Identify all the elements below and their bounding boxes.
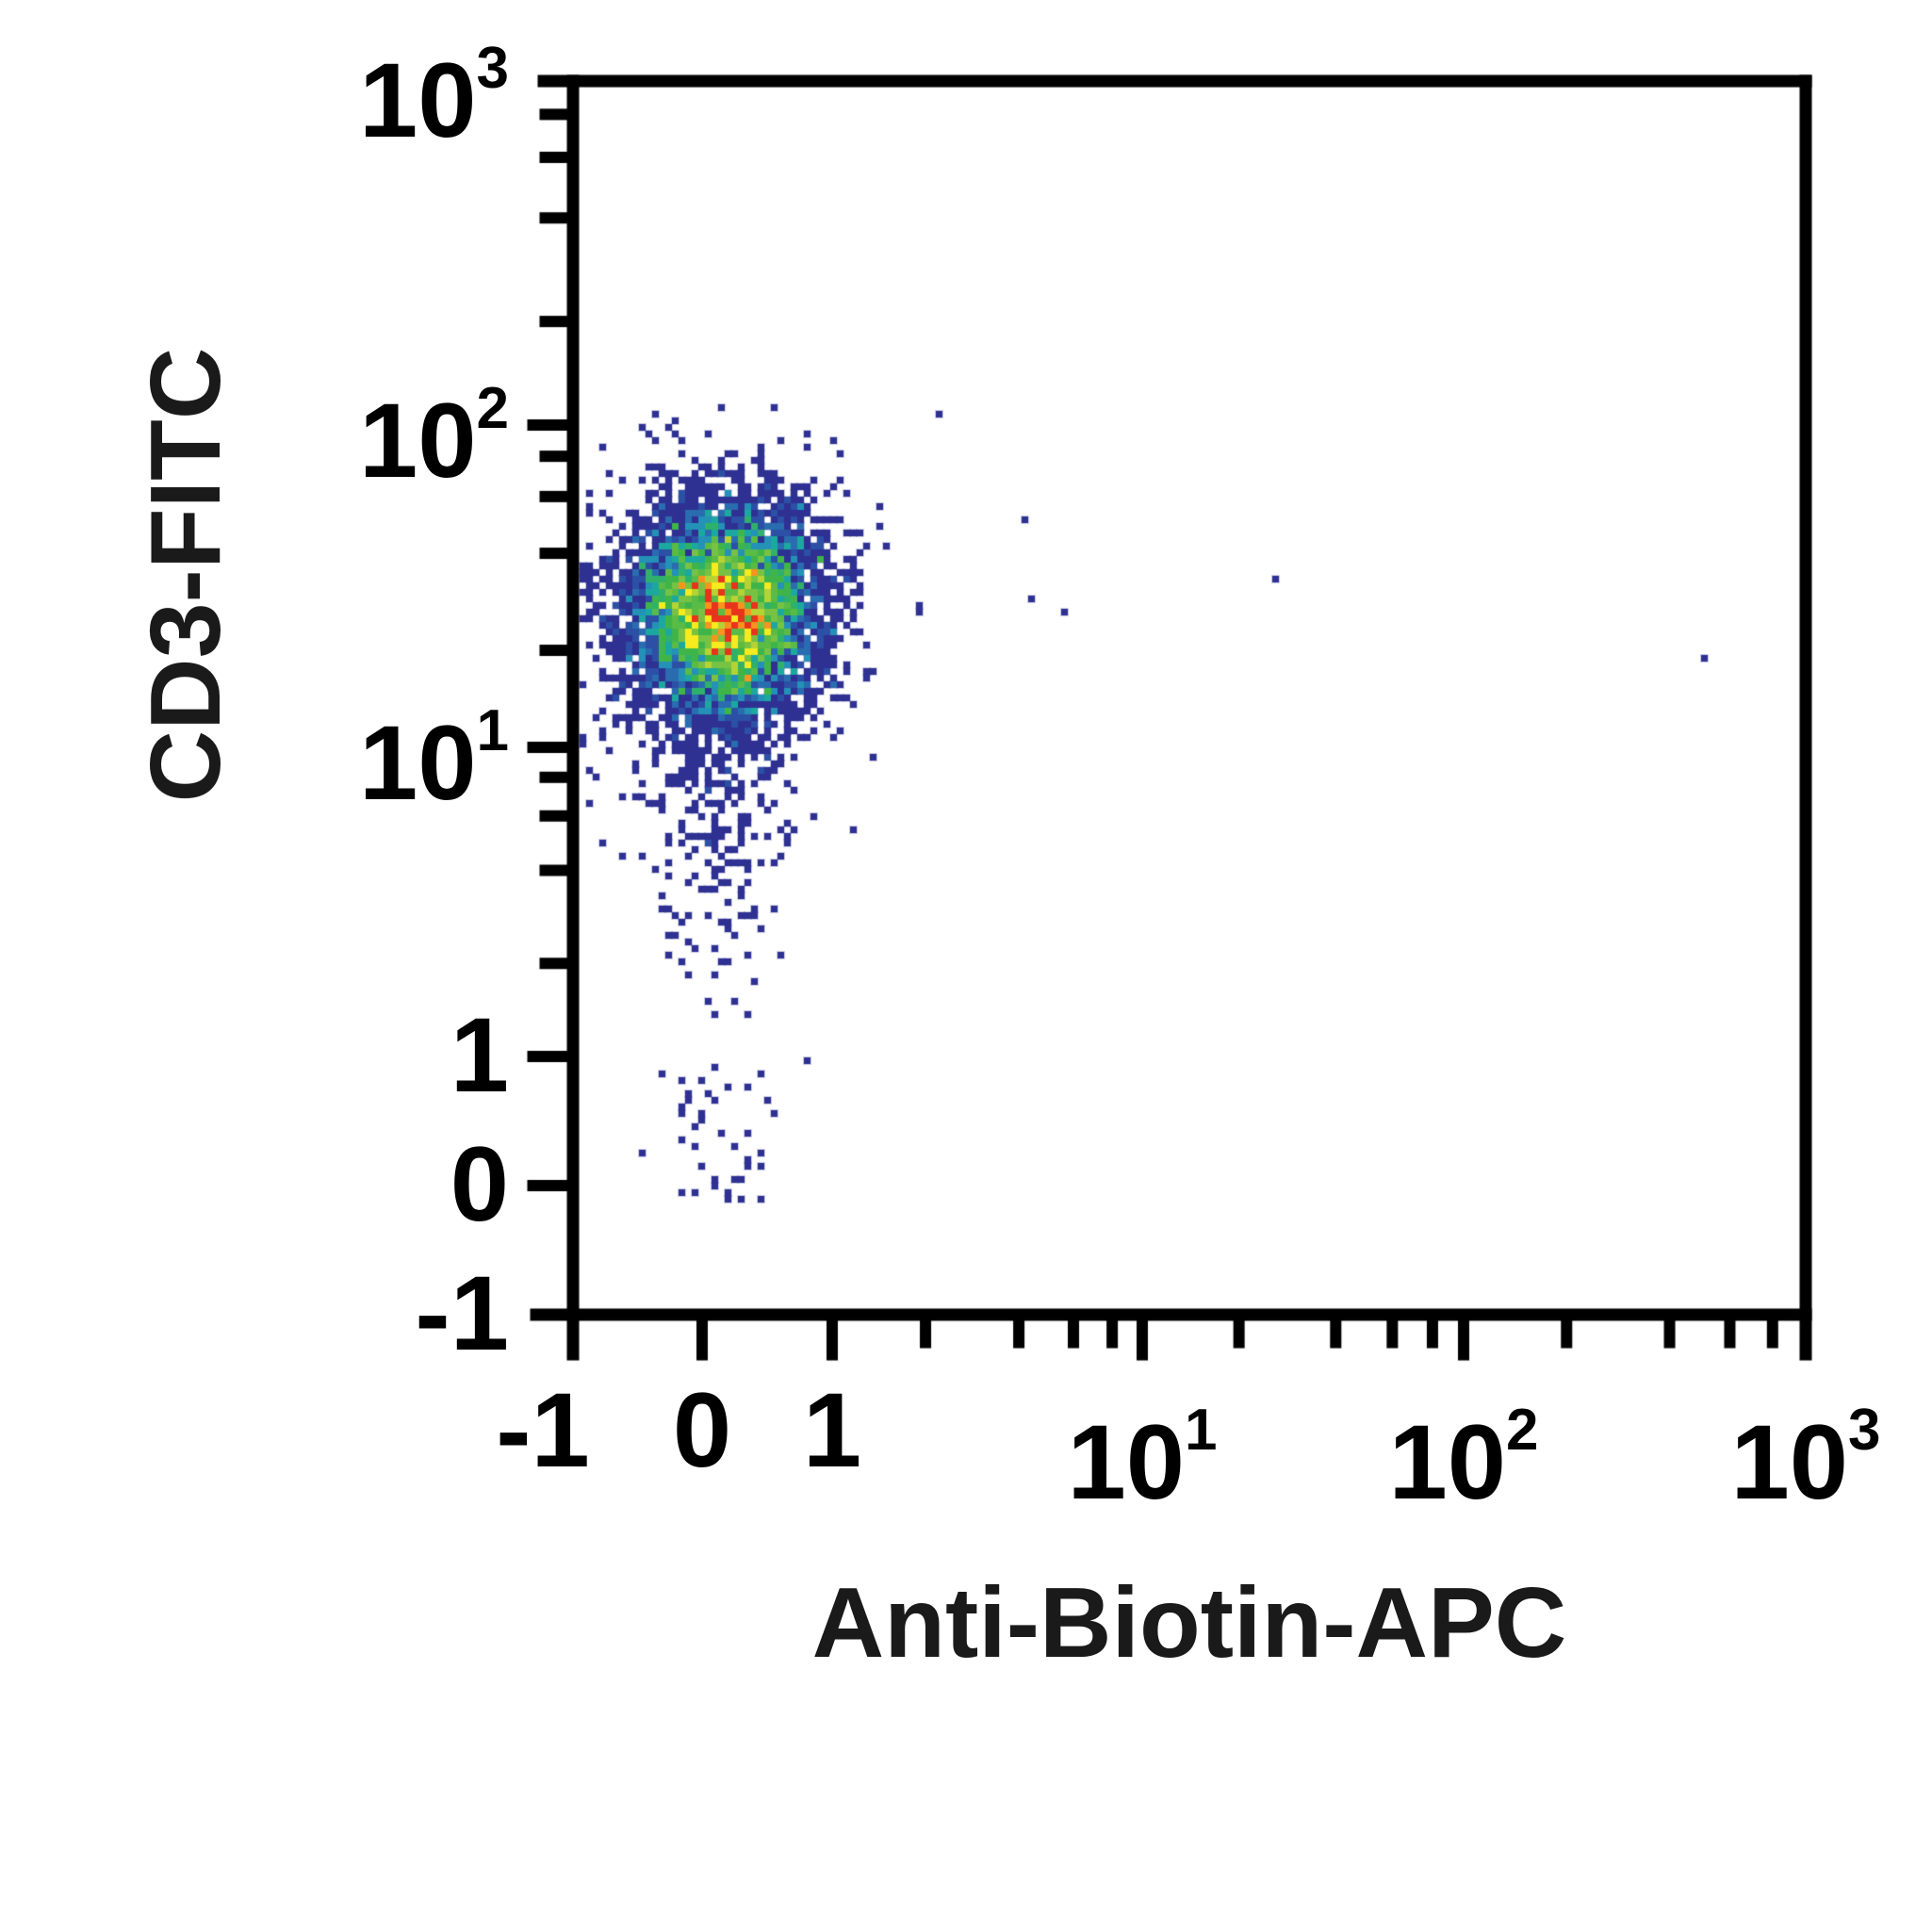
y-tick-label-10^2: 102 [198, 356, 509, 494]
tick-exponent: 3 [476, 36, 509, 101]
tick-mantissa: -1 [415, 1254, 509, 1372]
tick-mantissa: 10 [1388, 1403, 1507, 1521]
tick-exponent: 2 [1506, 1398, 1539, 1463]
y-tick-label--1: -1 [198, 1261, 509, 1367]
x-tick-label-10^1: 101 [973, 1378, 1312, 1515]
x-axis-title: Anti-Biotin-APC [811, 1567, 1567, 1678]
tick-mantissa: 10 [358, 382, 477, 499]
y-tick-label-1: 1 [198, 1003, 509, 1108]
tick-mantissa: 10 [358, 41, 477, 159]
x-tick-label--1: -1 [373, 1378, 712, 1483]
tick-mantissa: 10 [358, 704, 477, 822]
x-tick-label-10^3: 103 [1636, 1378, 1932, 1515]
tick-mantissa: 0 [450, 1125, 509, 1243]
tick-exponent: 2 [476, 376, 509, 441]
tick-mantissa: 10 [1730, 1403, 1849, 1521]
tick-exponent: 1 [476, 698, 509, 763]
tick-mantissa: 10 [1067, 1403, 1186, 1521]
y-tick-label-10^1: 101 [198, 679, 509, 816]
y-tick-label-0: 0 [198, 1132, 509, 1237]
tick-mantissa: 1 [802, 1371, 862, 1489]
y-tick-label-10^3: 103 [198, 16, 509, 154]
tick-mantissa: 0 [672, 1371, 732, 1489]
tick-mantissa: -1 [496, 1371, 590, 1489]
x-tick-label-0: 0 [532, 1378, 872, 1483]
y-axis-title: CD3-FITC [130, 347, 241, 803]
x-tick-label-1: 1 [663, 1378, 1002, 1483]
tick-exponent: 1 [1185, 1398, 1218, 1463]
tick-mantissa: 1 [450, 996, 509, 1114]
x-tick-label-10^2: 102 [1294, 1378, 1633, 1515]
tick-exponent: 3 [1848, 1398, 1881, 1463]
